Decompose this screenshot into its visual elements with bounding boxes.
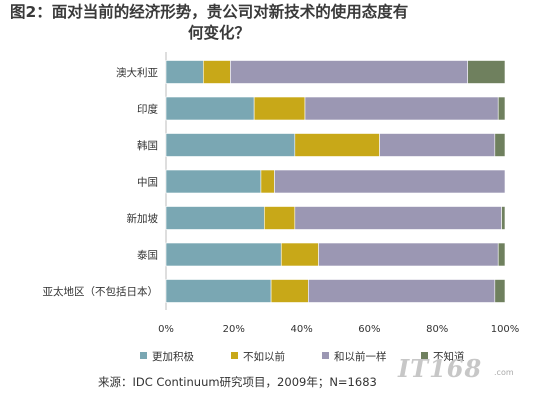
- bar-segment: [304, 96, 499, 121]
- chart-title-line2: 何变化？: [188, 24, 251, 42]
- x-tick-label: 100%: [491, 324, 520, 335]
- category-label: 中国: [137, 176, 158, 189]
- bar-segment: [467, 60, 506, 84]
- bar-segment: [165, 60, 204, 84]
- bar-segment: [165, 206, 265, 230]
- category-label: 印度: [137, 103, 158, 116]
- site-watermark: IT168 .com: [398, 352, 538, 383]
- chart-title: 图2：面对当前的经济形势，贵公司对新技术的使用态度有 何变化？: [10, 2, 540, 44]
- chart-title-line1: 图2：面对当前的经济形势，贵公司对新技术的使用态度有: [10, 3, 409, 21]
- legend-label: 更加积极: [152, 350, 194, 363]
- legend-swatch: [322, 352, 329, 359]
- x-tick-label: 60%: [358, 324, 380, 335]
- legend-swatch: [421, 352, 428, 359]
- bar-segment: [165, 169, 262, 194]
- x-tick-label: 0%: [158, 324, 174, 335]
- bar-segment: [202, 60, 231, 84]
- bar-segment: [494, 133, 506, 157]
- watermark-text: IT168: [398, 354, 483, 383]
- watermark-suffix: .com: [494, 368, 514, 377]
- bar-segment: [165, 279, 272, 303]
- category-label: 亚太地区（不包括日本）: [43, 285, 159, 298]
- bar-segment: [253, 96, 306, 121]
- bar-segment: [165, 242, 282, 267]
- bar-segment: [308, 279, 496, 303]
- bar-segment: [379, 133, 496, 157]
- bar-segment: [494, 279, 506, 303]
- bar-segment: [165, 96, 255, 121]
- bar-segment: [501, 206, 506, 230]
- legend-label: 不知道: [433, 350, 465, 363]
- bar-segment: [497, 242, 506, 267]
- x-tick-label: 20%: [223, 324, 245, 335]
- bar-segment: [260, 169, 275, 194]
- x-tick-label: 80%: [426, 324, 448, 335]
- bar-segment: [497, 96, 506, 121]
- bar-segment: [318, 242, 499, 267]
- x-tick-label: 40%: [290, 324, 312, 335]
- legend-label: 和以前一样: [334, 350, 387, 363]
- bar-segment: [270, 279, 309, 303]
- category-label: 新加坡: [127, 212, 159, 225]
- legend-label: 不如以前: [243, 350, 285, 363]
- bar-segment: [280, 242, 319, 267]
- bar-segment: [230, 60, 469, 84]
- bar-segment: [264, 206, 296, 230]
- category-label: 泰国: [137, 249, 158, 262]
- source-note: 来源：IDC Continuum研究项目，2009年；N=1683: [98, 375, 377, 389]
- legend-swatch: [231, 352, 238, 359]
- bar-segment: [294, 133, 380, 157]
- bar-segment: [165, 133, 296, 157]
- category-label: 澳大利亚: [116, 66, 158, 79]
- legend-swatch: [140, 352, 147, 359]
- bar-segment: [274, 169, 506, 194]
- bar-segment: [294, 206, 502, 230]
- category-label: 韩国: [137, 139, 158, 152]
